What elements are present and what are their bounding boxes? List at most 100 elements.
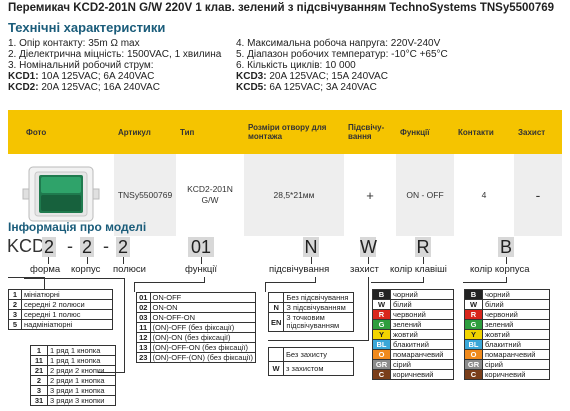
table-header-row: Фото Артикул Тип Розміри отвору для монт… xyxy=(8,110,562,154)
color-swatch: C xyxy=(464,369,483,380)
spec-kcd1-label: KCD1: xyxy=(8,71,39,82)
color-name: помаранчевий xyxy=(482,349,550,360)
contacts-cell: 4 xyxy=(454,154,514,236)
color-name: коричневий xyxy=(390,369,454,380)
color-row: BL блакитний xyxy=(464,339,550,350)
spec-kcd3: KCD3: 20A 125VAC; 15A 240VAC xyxy=(236,71,388,82)
spec-kcd1-value: 10A 125VAC; 6A 240VAC xyxy=(38,71,155,82)
table-header: Контакти xyxy=(454,110,514,154)
color-name: зелений xyxy=(390,319,454,330)
color-row: BL блакитний xyxy=(372,339,454,350)
table-header: Розміри отвору для монтажа xyxy=(244,110,344,154)
article-cell: TNSy5500769 xyxy=(114,154,176,236)
list-item: 03 ON-OFF-ON xyxy=(136,312,257,323)
color-swatch: G xyxy=(464,319,483,330)
color-swatch: BL xyxy=(464,339,483,350)
list-item: 12 (ON)-ON (без фіксації) xyxy=(136,332,257,343)
color-swatch: W xyxy=(464,299,483,310)
code-box-key-color: R xyxy=(415,237,431,257)
color-name: жовтий xyxy=(390,329,454,340)
list-item: 2 середні 2 полюси xyxy=(8,299,113,310)
color-swatch: B xyxy=(464,289,483,300)
model-info-heading: Інформація про моделі xyxy=(8,220,147,234)
label-shape: форма xyxy=(30,264,61,275)
color-swatch: B xyxy=(372,289,391,300)
color-name: блакитний xyxy=(482,339,550,350)
color-swatch: BL xyxy=(372,339,391,350)
spec-cycles: 6. Кількість циклів: 10 000 xyxy=(236,60,356,71)
spec-kcd2-value: 20A 125VAC; 16A 240VAC xyxy=(38,82,160,93)
table-header: Фото xyxy=(8,110,114,154)
list-item: 02 ON-ON xyxy=(136,302,257,313)
color-swatch: W xyxy=(372,299,391,310)
code-box-protection: W xyxy=(360,237,377,257)
color-name: сірий xyxy=(390,359,454,370)
color-swatch: GR xyxy=(372,359,391,370)
list-item: 1 мініатюрні xyxy=(8,289,113,300)
spec-kcd5-label: KCD5: xyxy=(236,82,267,93)
switch-photo-icon xyxy=(22,166,100,222)
spec-contact-resistance: 1. Опір контакту: 35m Ω max xyxy=(8,38,140,49)
color-swatch: R xyxy=(464,309,483,320)
spec-temperature: 5. Діапазон робочих температур: -10°C +6… xyxy=(236,49,448,60)
label-body: корпус xyxy=(71,264,101,275)
spec-kcd3-value: 20A 125VAC; 15A 240VAC xyxy=(266,71,388,82)
functions-table: 01 ON-OFF 02 ON-ON 03 ON-OFF-ON 11 (ON)-OFF … xyxy=(136,292,257,363)
label-functions: функції xyxy=(185,264,218,275)
table-header: Артикул xyxy=(114,110,176,154)
code-box-body-color: B xyxy=(498,237,514,257)
list-item: 3 середні 1 полюс xyxy=(8,309,113,320)
color-swatch: Y xyxy=(372,329,391,340)
list-item: 11 1 ряд 1 кнопка xyxy=(30,355,116,366)
color-name: червоний xyxy=(390,309,454,320)
label-key-color: колір клавіші xyxy=(390,264,447,275)
color-name: помаранчевий xyxy=(390,349,454,360)
color-swatch: GR xyxy=(464,359,483,370)
hole-size-cell: 28,5*21мм xyxy=(244,154,344,236)
code-box-poles: 2 xyxy=(116,237,130,257)
label-backlight: підсвічування xyxy=(269,264,330,275)
color-swatch: Y xyxy=(464,329,483,340)
spec-kcd1: KCD1: 10A 125VAC; 6A 240VAC xyxy=(8,71,154,82)
spec-kcd5: KCD5: 6A 125VAC; 3A 240VAC xyxy=(236,82,377,93)
spec-kcd2-label: KCD2: xyxy=(8,82,39,93)
color-name: коричневий xyxy=(482,369,550,380)
color-row: GR сірий xyxy=(464,359,550,370)
shape-table: 1 мініатюрні 2 середні 2 полюси 3 середні 1… xyxy=(8,289,113,330)
spec-kcd3-label: KCD3: xyxy=(236,71,267,82)
list-item: 13 (ON)-OFF-ON (без фіксації) xyxy=(136,342,257,353)
color-swatch: O xyxy=(372,349,391,360)
spec-kcd2: KCD2: 20A 125VAC; 16A 240VAC xyxy=(8,82,160,93)
model-prefix: KCD xyxy=(7,236,46,256)
color-name: жовтий xyxy=(482,329,550,340)
table-header: Функції xyxy=(396,110,454,154)
product-photo xyxy=(8,154,114,236)
label-protection: захист xyxy=(350,264,379,275)
color-name: зелений xyxy=(482,319,550,330)
type-cell: KCD2-201N G/W xyxy=(176,154,244,236)
list-item: Без захисту xyxy=(268,347,354,362)
code-box-backlight: N xyxy=(303,237,319,257)
color-name: чорний xyxy=(482,289,550,300)
